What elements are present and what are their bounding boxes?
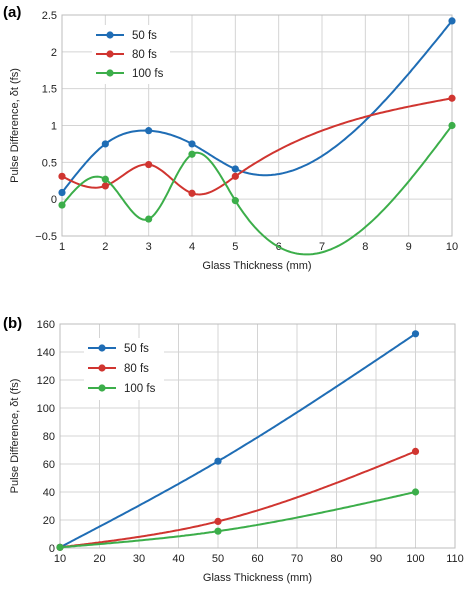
series-80-fs (56, 447, 420, 551)
y-tick-label: 80 (43, 431, 55, 443)
data-point (231, 197, 239, 205)
data-point (58, 188, 66, 197)
series-line (61, 124, 453, 256)
series-50-fs (58, 17, 456, 197)
legend: 50 fs 80 fs 100 fs (92, 25, 170, 84)
x-tick-label: 7 (319, 241, 325, 253)
x-tick-label: 3 (146, 241, 152, 253)
data-point (101, 140, 109, 148)
legend-marker (106, 31, 114, 39)
data-point (214, 527, 222, 535)
series-line (61, 97, 453, 196)
x-tick-label: 10 (54, 553, 66, 565)
x-tick-label: 40 (172, 553, 184, 565)
x-tick-label: 2 (102, 241, 108, 253)
legend-entry-label: 100 fs (132, 68, 164, 80)
y-tick-label: 0 (49, 543, 55, 555)
data-point (448, 17, 456, 25)
data-point (58, 172, 66, 180)
series-line (59, 491, 416, 549)
x-tick-label: 30 (133, 553, 145, 565)
legend-entry-label: 80 fs (124, 363, 149, 375)
y-tick-label: 60 (43, 459, 55, 471)
data-point (188, 140, 196, 148)
legend-entry-label: 100 fs (124, 383, 156, 395)
y-tick-label: 0 (51, 194, 57, 206)
data-point (145, 127, 153, 135)
x-tick-label: 50 (212, 553, 224, 565)
x-tick-label: 9 (406, 241, 412, 253)
y-tick-label: −0.5 (35, 231, 57, 243)
data-point (101, 175, 109, 183)
y-tick-label: 1 (51, 121, 57, 133)
y-tick-label: 120 (37, 375, 55, 387)
data-point (188, 150, 196, 158)
legend-entry-label: 50 fs (124, 343, 149, 355)
legend: 50 fs 80 fs 100 fs (84, 338, 164, 400)
x-tick-label: 70 (291, 553, 303, 565)
series-line (61, 20, 453, 194)
data-point (56, 543, 64, 551)
x-tick-label: 60 (251, 553, 263, 565)
data-point (214, 457, 222, 465)
data-point (58, 201, 66, 209)
data-point (188, 189, 196, 197)
data-point (214, 517, 222, 526)
data-point (231, 165, 239, 173)
x-tick-label: 20 (93, 553, 105, 565)
data-point (231, 172, 239, 180)
x-tick-label: 90 (370, 553, 382, 565)
panel-label: (a) (3, 4, 21, 21)
panel-label: (b) (3, 315, 22, 332)
series-line (59, 450, 416, 549)
series-80-fs (58, 94, 456, 197)
legend-entry-label: 50 fs (132, 30, 157, 42)
x-tick-label: 8 (362, 241, 368, 253)
y-tick-label: 100 (37, 403, 55, 415)
x-tick-label: 80 (330, 553, 342, 565)
y-tick-label: 1.5 (42, 84, 57, 96)
data-point (448, 121, 456, 130)
x-tick-label: 100 (406, 553, 424, 565)
y-tick-label: 40 (43, 487, 55, 499)
legend-marker (98, 364, 106, 372)
x-tick-label: 4 (189, 241, 195, 253)
y-tick-label: 2.5 (42, 10, 57, 22)
y-tick-label: 140 (37, 347, 55, 359)
y-tick-label: 20 (43, 515, 55, 527)
legend-marker (106, 50, 114, 58)
chart-panel-b: (b) 10 20 30 40 50 60 70 80 90 100 110 0 20 40 60 80 100 1… (3, 315, 464, 584)
data-point (448, 94, 456, 102)
x-tick-label: 110 (446, 553, 464, 565)
legend-marker (98, 344, 106, 352)
y-axis-title: Pulse Difference, δt (fs) (9, 379, 21, 494)
data-point (145, 160, 153, 169)
plot-frame (59, 323, 456, 549)
y-tick-label: 0.5 (42, 157, 57, 169)
series-100-fs (56, 488, 420, 551)
x-tick-label: 10 (446, 241, 458, 253)
legend-entry-label: 80 fs (132, 49, 157, 61)
x-axis-title: Glass Thickness (mm) (202, 260, 311, 272)
data-point (411, 447, 420, 455)
legend-marker (98, 384, 106, 392)
y-tick-label: 2 (51, 47, 57, 59)
data-point (145, 215, 153, 223)
x-axis-title: Glass Thickness (mm) (203, 572, 312, 584)
x-tick-label: 1 (59, 241, 65, 253)
y-axis-title: Pulse Difference, δt (fs) (9, 68, 21, 183)
series-100-fs (58, 121, 456, 256)
data-point (411, 488, 420, 496)
data-point (101, 182, 109, 190)
legend-marker (106, 69, 114, 77)
data-point (411, 330, 420, 338)
y-tick-label: 160 (37, 319, 55, 331)
x-tick-label: 5 (232, 241, 238, 253)
series-line (59, 332, 417, 549)
